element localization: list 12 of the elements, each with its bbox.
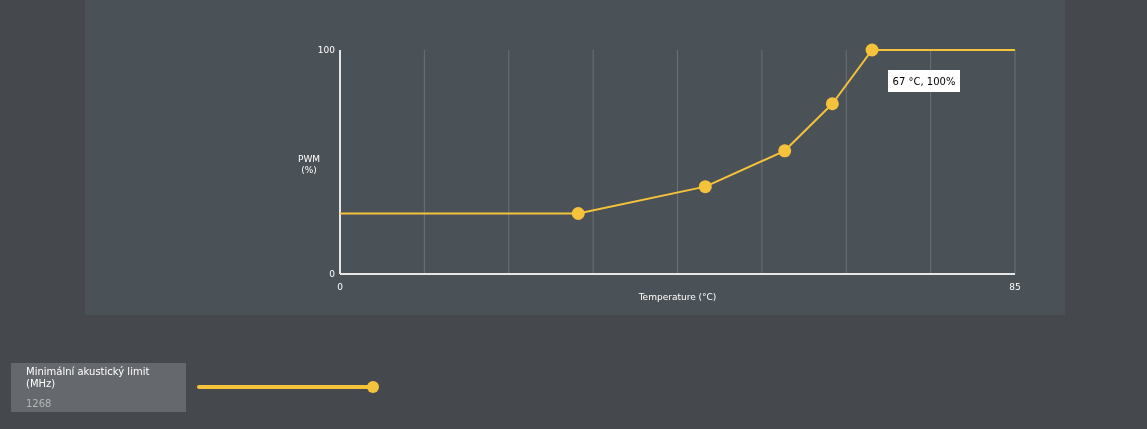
point bbox=[698, 180, 712, 194]
annotation: 67 °C, 100% bbox=[892, 76, 956, 87]
text: 1268 bbox=[26, 398, 52, 409]
x-axis-title: Temperature (°C) bbox=[637, 292, 717, 302]
point bbox=[778, 144, 792, 158]
x-tick-label: 85 bbox=[1009, 282, 1021, 292]
point bbox=[865, 43, 879, 57]
y-axis-title: PWM (%) bbox=[297, 154, 321, 175]
text: Minimální akustický limit (MHz) bbox=[26, 366, 150, 389]
point bbox=[571, 207, 585, 221]
point bbox=[825, 97, 839, 111]
y-tick-label: 100 bbox=[317, 45, 336, 55]
